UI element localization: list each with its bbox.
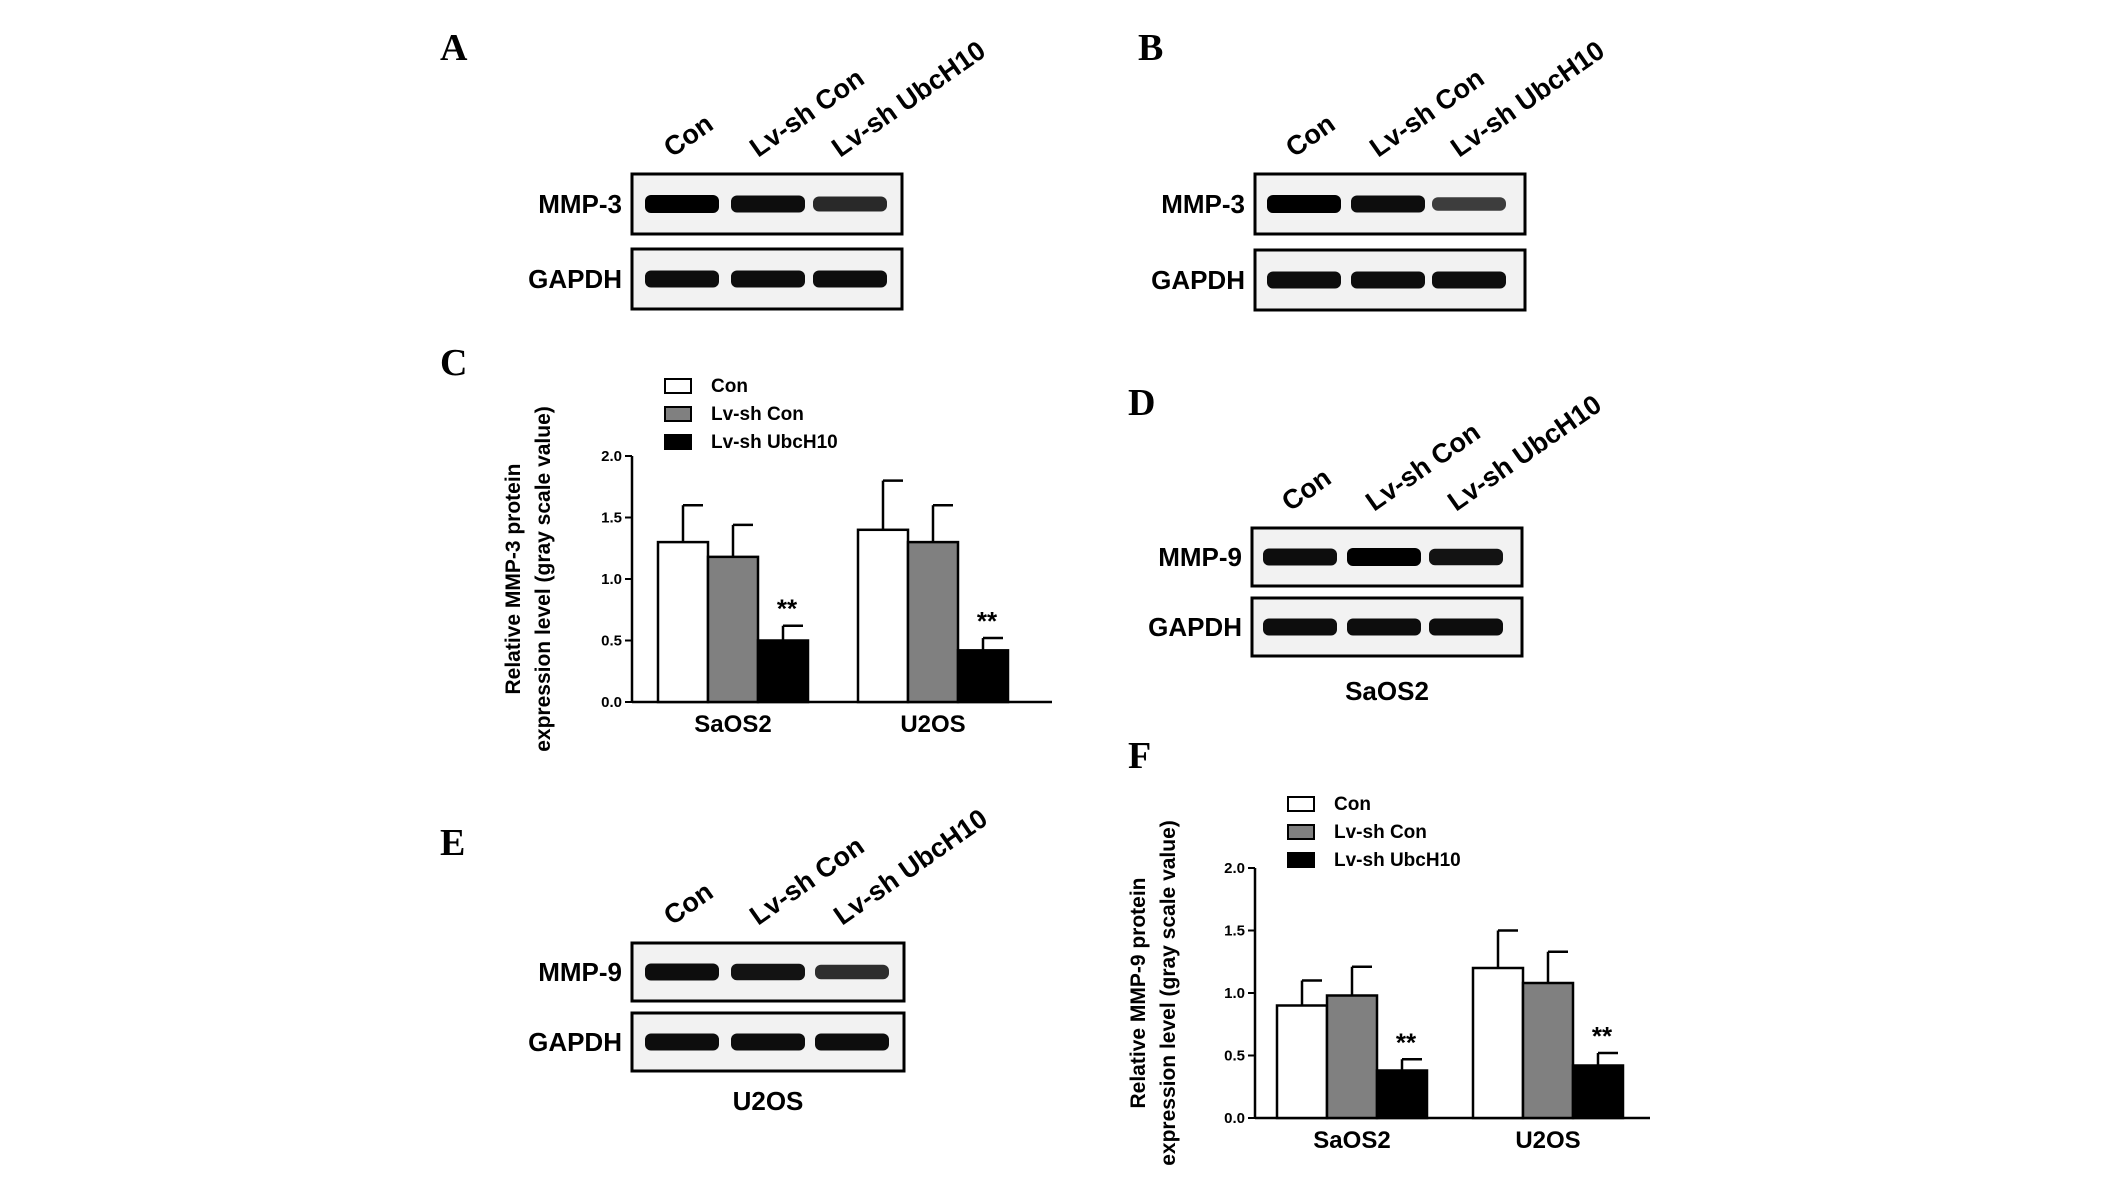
blot-band xyxy=(1351,271,1425,289)
lane-label: Con xyxy=(1280,108,1340,163)
legend-label: Con xyxy=(1334,794,1371,815)
legend-swatch xyxy=(1287,824,1315,840)
panel-letter-b: B xyxy=(1138,27,1163,69)
y-tick-label: 0.5 xyxy=(1224,1048,1245,1065)
category-label: SaOS2 xyxy=(1313,1127,1390,1154)
blot-band xyxy=(813,270,887,288)
bar xyxy=(656,540,710,704)
bar xyxy=(1275,1004,1329,1120)
bar xyxy=(906,540,960,704)
bar xyxy=(1471,966,1525,1120)
y-tick-label: 1.5 xyxy=(601,510,622,527)
blot-row-label: GAPDH xyxy=(1148,612,1242,642)
lane-label: Con xyxy=(658,108,718,163)
y-tick-label: 0.0 xyxy=(1224,1110,1245,1127)
blot-row-label: MMP-3 xyxy=(1161,189,1245,219)
blot-band xyxy=(815,1033,889,1051)
bar xyxy=(756,639,810,704)
legend-label: Lv-sh Con xyxy=(711,404,804,425)
panel-letter-f: F xyxy=(1128,735,1151,777)
legend-label: Con xyxy=(711,376,748,397)
blot-band xyxy=(813,196,887,212)
y-tick-label: 0.5 xyxy=(601,633,622,650)
blot-band xyxy=(731,1033,805,1051)
bar xyxy=(1325,994,1379,1120)
y-tick-label: 1.5 xyxy=(1224,923,1245,940)
bar xyxy=(956,649,1010,704)
lane-label: Lv-sh UbcH10 xyxy=(828,803,993,931)
panel-letter-a: A xyxy=(440,27,468,69)
blot-row-label: MMP-3 xyxy=(538,189,622,219)
panel-letter-d: D xyxy=(1128,382,1155,424)
bar xyxy=(1521,981,1575,1120)
blot-band xyxy=(731,963,805,981)
legend-swatch xyxy=(1287,852,1315,868)
blot-band xyxy=(1263,548,1337,566)
lane-label: Con xyxy=(1276,462,1336,517)
category-label: SaOS2 xyxy=(694,711,771,738)
blot-row-label: GAPDH xyxy=(528,1027,622,1057)
y-axis-title: Relative MMP-3 protein xyxy=(502,463,525,694)
bar-chart-f: 0.0 0.5 1.0 1.5 2.0 Relative MMP-9 protein exp… xyxy=(1127,794,1650,1166)
category-label: U2OS xyxy=(1515,1127,1580,1154)
blot-band xyxy=(1429,548,1503,566)
bar xyxy=(1375,1069,1429,1120)
bar xyxy=(1571,1064,1625,1120)
blot-band xyxy=(1263,618,1337,636)
y-tick-label: 2.0 xyxy=(601,448,622,465)
blot-band xyxy=(1347,618,1421,636)
blot-band xyxy=(731,270,805,288)
legend-label: Lv-sh UbcH10 xyxy=(711,432,838,453)
cell-line-label: U2OS xyxy=(733,1086,804,1116)
blot-band xyxy=(645,270,719,288)
cell-line-label: SaOS2 xyxy=(1345,676,1429,706)
significance-label: ** xyxy=(977,606,998,636)
legend-swatch xyxy=(664,434,692,450)
blot-row-label: GAPDH xyxy=(528,264,622,294)
significance-label: ** xyxy=(1396,1027,1417,1057)
blot-band xyxy=(1267,271,1341,289)
y-axis-title: Relative MMP-9 protein xyxy=(1127,877,1150,1108)
blot-band xyxy=(1429,618,1503,636)
legend-swatch xyxy=(1287,796,1315,812)
blot-band xyxy=(645,195,719,213)
panel-letter-c: C xyxy=(440,342,467,384)
blot-row-label: MMP-9 xyxy=(1158,542,1242,572)
y-tick-label: 1.0 xyxy=(601,571,622,588)
blot-band xyxy=(1432,197,1506,211)
legend-label: Lv-sh Con xyxy=(1334,822,1427,843)
blot-band xyxy=(1347,548,1421,566)
panel-letter-e: E xyxy=(440,822,465,864)
y-axis-title: expression level (gray scale value) xyxy=(1157,820,1180,1166)
y-tick-label: 0.0 xyxy=(601,694,622,711)
significance-label: ** xyxy=(1592,1021,1613,1051)
y-axis-title: expression level (gray scale value) xyxy=(532,406,555,752)
lane-label: Con xyxy=(658,876,718,931)
y-tick-label: 2.0 xyxy=(1224,860,1245,877)
y-tick-label: 1.0 xyxy=(1224,985,1245,1002)
blot-band xyxy=(645,1033,719,1051)
blot-band xyxy=(815,964,889,980)
legend-swatch xyxy=(664,406,692,422)
significance-label: ** xyxy=(777,594,798,624)
legend-label: Lv-sh UbcH10 xyxy=(1334,850,1461,871)
blot-band xyxy=(1432,271,1506,289)
bar xyxy=(706,555,760,704)
bar xyxy=(856,528,910,704)
bar-charts: 0.0 0.5 1.0 1.5 2.0 Relative MMP-3 protein exp… xyxy=(502,376,1650,1166)
blot-band xyxy=(731,195,805,213)
blot-band xyxy=(1351,195,1425,213)
blot-row-label: GAPDH xyxy=(1151,265,1245,295)
blot-band xyxy=(645,963,719,981)
blot-band xyxy=(1267,195,1341,213)
legend-swatch xyxy=(664,378,692,394)
category-label: U2OS xyxy=(900,711,965,738)
bar-chart-c: 0.0 0.5 1.0 1.5 2.0 Relative MMP-3 protein exp… xyxy=(502,376,1052,752)
blot-row-label: MMP-9 xyxy=(538,957,622,987)
